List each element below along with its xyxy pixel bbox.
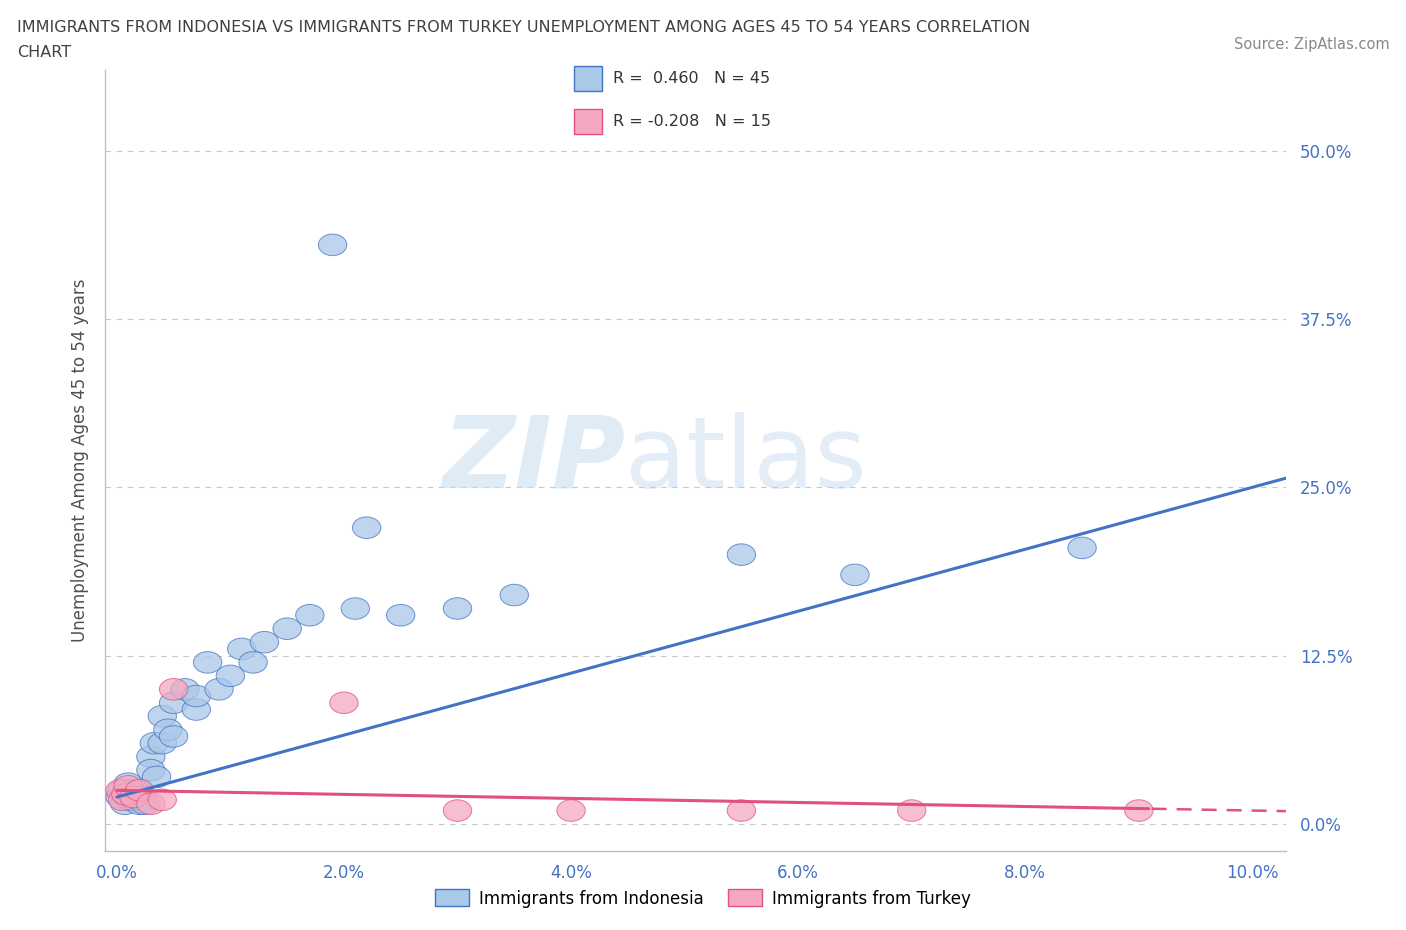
Ellipse shape (239, 652, 267, 673)
Ellipse shape (353, 517, 381, 538)
Ellipse shape (159, 692, 188, 713)
Ellipse shape (295, 604, 323, 626)
Ellipse shape (159, 679, 188, 700)
Text: CHART: CHART (17, 45, 70, 60)
Ellipse shape (194, 652, 222, 673)
Ellipse shape (118, 786, 146, 808)
Ellipse shape (727, 800, 755, 821)
Ellipse shape (117, 789, 145, 811)
Ellipse shape (205, 679, 233, 700)
Ellipse shape (120, 786, 148, 808)
Ellipse shape (330, 692, 359, 713)
Ellipse shape (120, 784, 148, 805)
Ellipse shape (727, 544, 755, 565)
Ellipse shape (105, 786, 135, 808)
Ellipse shape (250, 631, 278, 653)
Ellipse shape (114, 773, 142, 794)
Text: R =  0.460   N = 45: R = 0.460 N = 45 (613, 72, 770, 86)
Ellipse shape (1125, 800, 1153, 821)
Ellipse shape (148, 706, 176, 727)
Ellipse shape (342, 598, 370, 619)
Bar (574, 109, 602, 134)
Ellipse shape (183, 685, 211, 707)
Ellipse shape (170, 679, 200, 700)
Ellipse shape (129, 789, 157, 811)
Ellipse shape (142, 766, 170, 788)
Ellipse shape (111, 793, 139, 815)
Ellipse shape (443, 800, 471, 821)
Ellipse shape (124, 786, 152, 808)
Ellipse shape (136, 793, 165, 815)
Bar (574, 66, 602, 91)
Text: IMMIGRANTS FROM INDONESIA VS IMMIGRANTS FROM TURKEY UNEMPLOYMENT AMONG AGES 45 T: IMMIGRANTS FROM INDONESIA VS IMMIGRANTS … (17, 20, 1031, 35)
Ellipse shape (105, 779, 135, 801)
Ellipse shape (217, 665, 245, 686)
Ellipse shape (125, 779, 153, 801)
Ellipse shape (159, 725, 188, 747)
Ellipse shape (125, 779, 153, 801)
Text: R = -0.208   N = 15: R = -0.208 N = 15 (613, 113, 770, 128)
Ellipse shape (228, 638, 256, 659)
Ellipse shape (108, 779, 136, 801)
Ellipse shape (148, 733, 176, 754)
Text: Source: ZipAtlas.com: Source: ZipAtlas.com (1233, 37, 1389, 52)
Ellipse shape (131, 793, 159, 815)
Text: atlas: atlas (626, 412, 866, 509)
Ellipse shape (114, 786, 142, 808)
Ellipse shape (153, 719, 183, 740)
Ellipse shape (557, 800, 585, 821)
Ellipse shape (141, 733, 169, 754)
Ellipse shape (125, 793, 153, 815)
Ellipse shape (128, 786, 156, 808)
Ellipse shape (121, 789, 149, 811)
Ellipse shape (148, 789, 176, 811)
Legend: Immigrants from Indonesia, Immigrants from Turkey: Immigrants from Indonesia, Immigrants fr… (429, 883, 977, 914)
Ellipse shape (501, 584, 529, 605)
Ellipse shape (136, 746, 165, 767)
Y-axis label: Unemployment Among Ages 45 to 54 years: Unemployment Among Ages 45 to 54 years (70, 279, 89, 642)
Ellipse shape (114, 776, 142, 797)
Ellipse shape (183, 698, 211, 721)
Ellipse shape (387, 604, 415, 626)
Ellipse shape (318, 234, 347, 256)
Ellipse shape (111, 784, 141, 805)
Ellipse shape (136, 760, 165, 781)
Ellipse shape (841, 565, 869, 586)
Ellipse shape (117, 779, 146, 801)
Ellipse shape (897, 800, 927, 821)
Ellipse shape (108, 789, 136, 811)
Text: ZIP: ZIP (441, 412, 626, 509)
Ellipse shape (443, 598, 471, 619)
Ellipse shape (1069, 538, 1097, 559)
Ellipse shape (273, 618, 301, 640)
